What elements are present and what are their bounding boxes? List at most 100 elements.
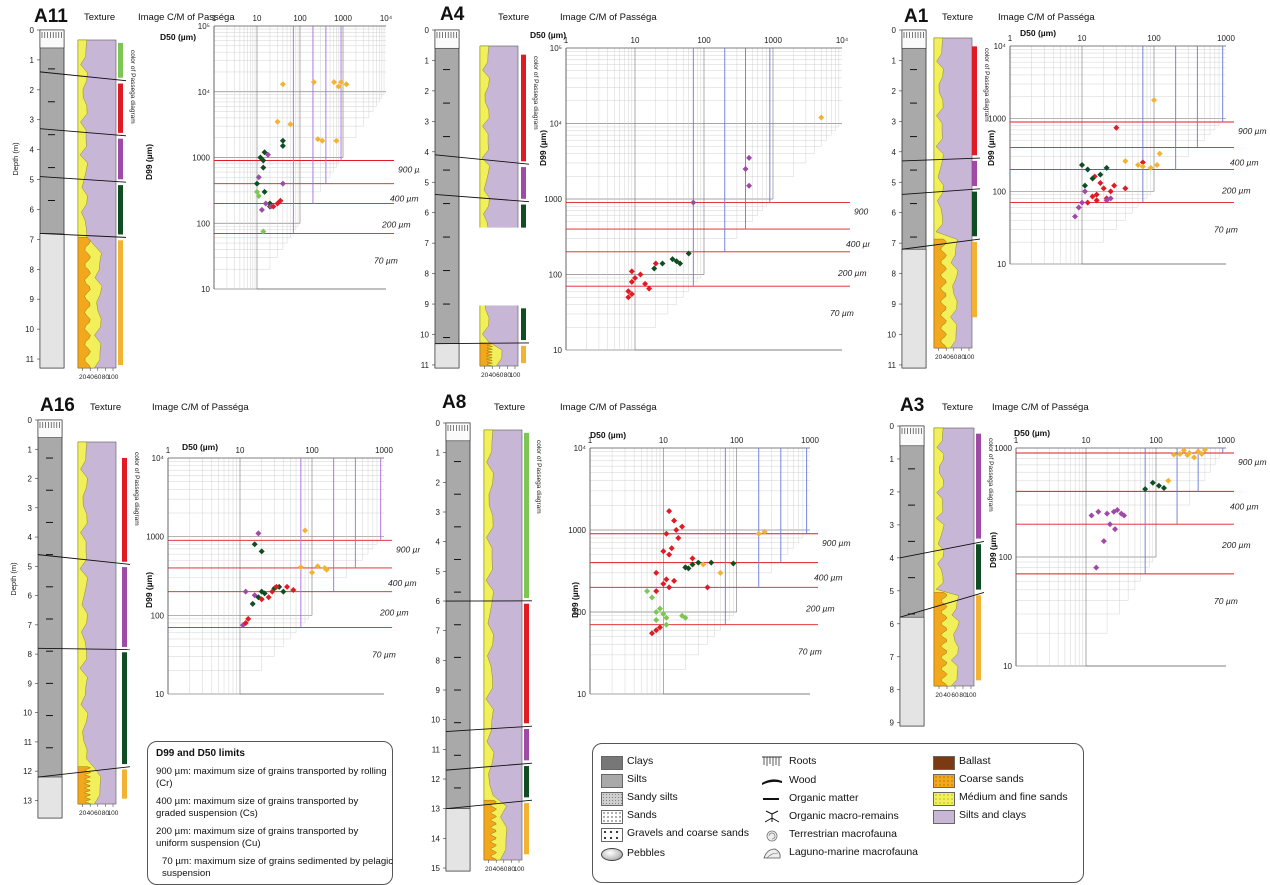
wood-icon [762,779,782,785]
data-point [309,569,315,576]
limit-label: 70 µm [1214,596,1238,606]
data-point [280,588,287,595]
x-axis-label: D50 (µm) [182,442,218,452]
medium-fine-sands-swatch [933,792,955,806]
depth-tick-label: 14 [431,834,440,843]
y-tick-label: 1000 [988,115,1006,124]
data-point [685,565,692,572]
x-tick-label: 10⁴ [836,36,849,45]
depth-tick-label: 11 [421,361,430,370]
passega-color-label: color of Passega diagram [983,48,990,122]
data-point [659,260,666,267]
texture-tick-label: 40 [943,354,951,361]
x-tick-label: 10 [631,36,640,45]
depth-tick-label: 11 [24,738,33,747]
data-point [730,560,737,567]
passega-color-bar [521,167,526,199]
texture-tick-label: 80 [102,810,110,817]
pebbles-icon [601,848,623,861]
data-point [1111,182,1118,189]
silts-swatch [601,774,623,788]
data-point [321,564,328,571]
limit-label: 200 µm [837,268,867,278]
depth-tick-label: 3 [425,117,430,126]
passega-color-bar [122,769,127,799]
depth-tick-label: 11 [888,361,897,370]
data-point [242,619,249,626]
limit-label: 70 µm [830,308,854,318]
passega-color-bar [976,433,981,539]
limit-label: 200 µm [805,603,835,613]
limit-label: 400 µm [1230,158,1259,168]
data-point [1153,162,1160,169]
texture-header: Texture [90,402,122,413]
depth-tick-label: 7 [28,621,33,630]
data-point [1095,508,1102,515]
passega-color-bar [976,595,981,681]
data-point [663,614,670,621]
data-point [1093,197,1100,204]
data-point [637,271,644,278]
data-point [628,278,635,285]
data-point [644,588,651,595]
roots-icon [762,756,782,766]
y-tick-label: 100 [151,611,165,620]
x-tick-label: 10 [236,446,245,455]
depth-tick-label: 4 [30,146,35,155]
y-axis-label: D99 (µm) [144,144,154,180]
data-point [1191,454,1198,461]
sand-layer [434,343,460,369]
unit-boundary [899,540,985,559]
y-tick-label: 10⁴ [198,88,211,97]
limit-label: 400 µm [388,578,417,588]
passega-color-label: color of Passega diagram [129,50,136,124]
depth-tick-label: 13 [431,805,440,814]
data-point [1100,538,1107,545]
depth-tick-label: 2 [436,478,441,487]
depth-tick-label: 4 [890,554,895,563]
texture-tick-label: 40 [87,810,95,817]
legend-coarse-sands: Coarse sands [959,773,1024,785]
depth-tick-label: 7 [436,627,441,636]
depth-tick-label: 1 [890,455,895,464]
organic-matter-icon [763,798,779,800]
depth-tick-label: 1 [425,56,430,65]
panel-A4: A4 Texture Image C/M of Passéga 0 1 2 3 4 5 6 7… [420,0,870,380]
texture-tick-label: 40 [943,692,951,699]
x-tick-label: 1 [564,36,569,45]
data-point [663,621,670,628]
data-point [685,250,692,257]
x-tick-label: 10 [1082,436,1091,445]
panel-title: A11 [34,6,68,27]
depth-tick-label: 9 [892,300,897,309]
depth-tick-label: 9 [30,295,35,304]
texture-tick-label: 20 [79,810,87,817]
x-tick-label: 10 [1078,34,1087,43]
depth-tick-label: 10 [23,709,32,718]
data-point [642,280,649,287]
depth-tick-label: 0 [425,26,430,35]
data-point [310,79,317,86]
depth-tick-label: 15 [431,864,440,873]
data-point [818,114,825,121]
texture-tick-label: 40 [87,374,95,380]
passega-color-bar [122,652,127,765]
depth-tick-label: 10 [887,331,896,340]
data-point [261,590,268,597]
depth-tick-label: 6 [890,620,895,629]
limit-label: 900 µm [396,544,420,554]
data-point [1103,197,1110,204]
limit-label: 400 µm [814,573,843,583]
limit-label: 70 µm [374,255,398,265]
x-tick-label: 100 [697,36,711,45]
data-point [1097,171,1104,178]
depth-tick-label: 9 [890,719,895,728]
data-point [651,265,658,272]
texture-tick-label: 80 [508,866,516,873]
depth-tick-label: 5 [890,587,895,596]
depth-tick-label: 8 [30,265,35,274]
passega-color-bar [524,766,529,798]
depth-tick-label: 12 [23,767,32,776]
unit-boundary [445,762,533,771]
